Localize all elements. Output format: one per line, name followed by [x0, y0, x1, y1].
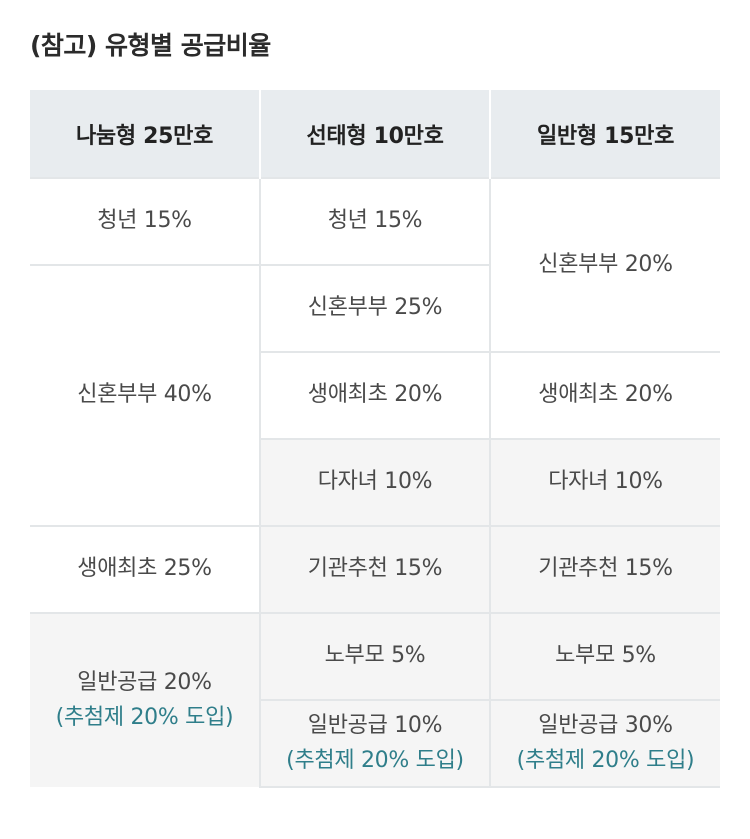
cell-agency-general: 기관추천 15% — [490, 525, 720, 613]
table-row: 청년 15% 청년 15% 신혼부부 20% — [30, 177, 720, 352]
cell-youth-choice: 청년 15% — [260, 177, 491, 265]
cell-newlywed-general: 신혼부부 20% — [490, 177, 720, 352]
generalsupply-general-label: 일반공급 30% — [538, 713, 673, 739]
cell-newlywed-shared: 신혼부부 40% — [30, 264, 261, 526]
cell-firsttime-shared: 생애최초 25% — [30, 525, 261, 613]
cell-multichild-general: 다자녀 10% — [490, 438, 720, 526]
cell-firsttime-choice: 생애최초 20% — [260, 351, 491, 439]
generalsupply-choice-label: 일반공급 10% — [307, 713, 443, 739]
cell-firsttime-general: 생애최초 20% — [490, 351, 720, 439]
table-row: 일반공급 20% (추첨제 20% 도입) 노부모 5% 노부모 5% — [30, 612, 720, 787]
table-row: 일반공급 10% (추첨제 20% 도입) 일반공급 30% (추첨제 20% … — [30, 699, 720, 788]
generalsupply-shared-label: 일반공급 20% — [77, 670, 212, 696]
header-shared-type: 나눔형 25만호 — [30, 90, 261, 178]
lottery-note: (추첨제 20% 도입) — [55, 704, 234, 730]
cell-agency-choice: 기관추천 15% — [260, 525, 491, 613]
table-row: 생애최초 25% 기관추천 15% 기관추천 15% — [30, 525, 720, 613]
table-row: 생애최초 20% 생애최초 20% — [30, 351, 720, 439]
cell-youth-shared: 청년 15% — [30, 177, 261, 265]
table-row: 신혼부부 40% 신혼부부 25% — [30, 264, 720, 526]
header-general-type: 일반형 15만호 — [490, 90, 720, 178]
header-choice-type: 선태형 10만호 — [260, 90, 491, 178]
cell-generalsupply-choice: 일반공급 10% (추첨제 20% 도입) — [260, 699, 491, 788]
cell-generalsupply-general: 일반공급 30% (추첨제 20% 도입) — [490, 699, 720, 788]
table-row: 다자녀 10% 다자녀 10% — [30, 438, 720, 526]
table-header-row: 나눔형 25만호 선태형 10만호 일반형 15만호 — [30, 90, 720, 178]
cell-parents-general: 노부모 5% — [490, 612, 720, 700]
page-title: (참고) 유형별 공급비율 — [30, 31, 271, 60]
cell-multichild-choice: 다자녀 10% — [260, 438, 491, 526]
lottery-note: (추첨제 20% 도입) — [516, 747, 695, 773]
lottery-note: (추첨제 20% 도입) — [286, 747, 464, 773]
cell-newlywed-choice: 신혼부부 25% — [260, 264, 491, 352]
supply-ratio-table: 나눔형 25만호 선태형 10만호 일반형 15만호 청년 15% 청년 15%… — [30, 90, 720, 788]
cell-parents-choice: 노부모 5% — [260, 612, 491, 700]
cell-generalsupply-shared: 일반공급 20% (추첨제 20% 도입) — [30, 612, 261, 787]
